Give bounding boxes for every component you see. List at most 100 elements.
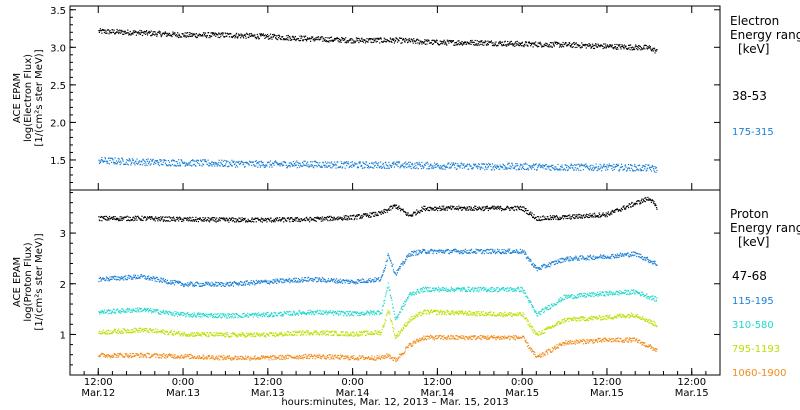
proton-data-point (171, 217, 174, 219)
electron-data-point (255, 165, 257, 167)
electron-data-point (631, 165, 633, 167)
proton-data-point (599, 256, 601, 258)
proton-data-point (349, 310, 351, 312)
electron-data-point (436, 40, 438, 42)
electron-data-point (166, 35, 168, 37)
proton-data-point (116, 279, 118, 281)
proton-data-point (544, 216, 546, 218)
electron-data-point (556, 169, 559, 171)
proton-data-point (307, 312, 309, 314)
electron-data-point (550, 165, 552, 167)
electron-data-point (375, 162, 377, 164)
proton-data-point (561, 215, 564, 217)
electron-data-point (292, 164, 294, 166)
electron-data-point (98, 30, 100, 32)
proton-data-point (376, 277, 378, 279)
proton-data-point (120, 219, 122, 221)
electron-data-point (536, 44, 538, 46)
electron-data-point (98, 162, 100, 164)
electron-data-point (602, 165, 604, 167)
proton-data-point (502, 251, 504, 253)
proton-data-point (134, 274, 136, 276)
electron-data-point (496, 164, 498, 166)
electron-data-point (269, 160, 272, 162)
proton-data-point (393, 204, 395, 206)
electron-data-point (352, 163, 354, 165)
electron-data-point (572, 167, 574, 169)
electron-data-point (521, 42, 523, 44)
proton-data-point (260, 314, 262, 317)
electron-data-point (208, 37, 210, 39)
proton-data-point (345, 215, 347, 217)
proton-data-point (199, 285, 201, 287)
electron-data-point (344, 162, 346, 164)
electron-data-point (525, 42, 527, 44)
electron-data-point (654, 166, 656, 168)
electron-data-point (450, 40, 452, 42)
electron-data-point (156, 160, 158, 162)
proton-data-point (350, 281, 352, 283)
electron-data-point (396, 41, 399, 43)
proton-data-points (98, 196, 658, 363)
proton-data-point (373, 279, 375, 281)
proton-data-point (348, 216, 350, 218)
electron-data-point (454, 42, 456, 44)
proton-data-point (283, 279, 285, 282)
electron-data-point (344, 39, 346, 41)
proton-data-point (540, 268, 542, 270)
electron-data-point (480, 167, 482, 169)
proton-data-point (289, 315, 291, 317)
proton-data-point (588, 214, 590, 216)
electron-data-point (367, 41, 369, 43)
electron-data-point (257, 166, 259, 168)
proton-data-point (292, 220, 294, 223)
electron-data-point (633, 170, 635, 172)
proton-data-point (576, 217, 578, 219)
electron-data-point (343, 161, 345, 163)
electron-data-point (483, 44, 485, 46)
electron-data-point (633, 165, 635, 167)
electron-data-point (150, 163, 152, 165)
proton-data-point (279, 312, 281, 314)
electron-data-point (388, 161, 390, 164)
electron-data-point (286, 39, 288, 41)
proton-data-point (615, 257, 617, 259)
electron-data-point (303, 164, 306, 166)
electron-data-point (446, 44, 448, 46)
electron-data-point (638, 169, 640, 171)
proton-data-point (610, 211, 612, 213)
proton-data-point (398, 266, 401, 268)
electron-data-point (559, 45, 562, 47)
proton-data-point (234, 316, 237, 319)
electron-data-point (407, 163, 409, 165)
proton-data-point (447, 248, 449, 251)
electron-data-point (445, 165, 447, 167)
electron-data-point (118, 158, 120, 160)
electron-data-point (390, 165, 392, 167)
electron-data-point (305, 35, 307, 37)
electron-data-point (323, 37, 325, 39)
proton-data-point (107, 219, 109, 221)
proton-data-point (261, 221, 263, 223)
electron-data-point (639, 46, 641, 48)
electron-data-point (462, 43, 464, 45)
proton-data-point (225, 284, 227, 286)
electron-data-point (214, 32, 216, 34)
electron-data-point (189, 162, 191, 164)
proton-data-point (179, 216, 181, 218)
proton-data-point (647, 199, 649, 201)
proton-data-point (572, 259, 574, 261)
proton-data-point (227, 219, 229, 221)
electron-data-point (370, 166, 372, 168)
proton-data-point (257, 316, 259, 318)
electron-data-point (226, 161, 228, 163)
proton-data-point (344, 280, 346, 282)
proton-data-point (577, 217, 579, 219)
proton-data-point (627, 205, 629, 207)
proton-data-point (628, 207, 630, 209)
proton-data-point (509, 209, 511, 211)
proton-data-point (555, 218, 557, 220)
electron-data-point (637, 49, 639, 51)
electron-data-point (483, 163, 485, 165)
proton-data-point (184, 313, 186, 315)
